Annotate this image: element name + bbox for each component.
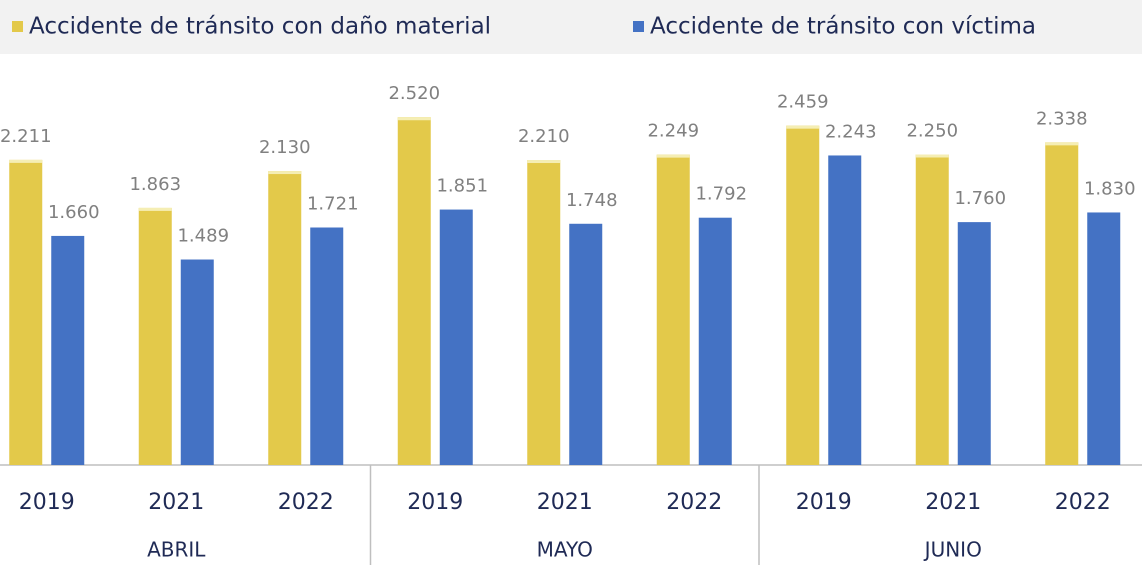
data-label: 2.210 (518, 126, 570, 147)
x-tick-label: 2021 (537, 490, 593, 515)
data-label: 2.250 (906, 121, 958, 142)
bar (9, 159, 43, 465)
bar (828, 155, 862, 465)
bar (786, 125, 820, 466)
bar (957, 222, 991, 465)
bar (656, 154, 690, 465)
data-label: 1.792 (695, 184, 747, 205)
x-tick-label: 2022 (278, 490, 334, 515)
legend-label: Accidente de tránsito con daño material (29, 14, 491, 40)
bar (397, 117, 431, 466)
bar (527, 160, 561, 465)
group-label: ABRIL (147, 538, 206, 562)
data-label: 1.863 (129, 174, 181, 195)
bar (1045, 142, 1079, 465)
x-tick-label: 2022 (666, 490, 722, 515)
bar (310, 227, 344, 465)
bar-highlight (9, 159, 43, 163)
bar-highlight (786, 125, 820, 129)
legend-background (0, 0, 1142, 54)
data-label: 2.520 (388, 83, 440, 104)
bar (268, 171, 302, 465)
data-label: 1.830 (1084, 178, 1136, 199)
data-label: 2.211 (0, 126, 52, 147)
data-label: 1.748 (566, 190, 618, 211)
legend-label: Accidente de tránsito con víctima (650, 14, 1036, 40)
data-label: 2.459 (777, 92, 829, 113)
data-label: 2.338 (1036, 108, 1088, 129)
data-label: 2.243 (825, 121, 877, 142)
x-tick-label: 2019 (796, 490, 852, 515)
data-label: 1.660 (48, 202, 100, 223)
data-label: 1.760 (954, 188, 1006, 209)
data-label: 2.249 (647, 121, 699, 142)
bar (698, 217, 732, 465)
bar-highlight (1045, 142, 1079, 146)
x-tick-label: 2021 (148, 490, 204, 515)
x-tick-label: 2022 (1055, 490, 1111, 515)
legend-swatch (633, 21, 644, 32)
bar (915, 154, 949, 465)
bar-highlight (915, 154, 949, 158)
bar-highlight (268, 171, 302, 175)
bar (439, 209, 473, 465)
data-label: 1.721 (307, 194, 359, 215)
bar-highlight (527, 160, 561, 164)
legend-swatch (12, 21, 23, 32)
bar (180, 259, 214, 465)
group-label: JUNIO (923, 538, 982, 562)
data-label: 2.130 (259, 137, 311, 158)
bar (569, 223, 603, 465)
data-label: 1.851 (436, 176, 488, 197)
bar-highlight (397, 117, 431, 121)
x-tick-label: 2019 (19, 490, 75, 515)
x-tick-label: 2021 (925, 490, 981, 515)
x-tick-label: 2019 (407, 490, 463, 515)
data-label: 1.489 (177, 226, 229, 247)
bar-highlight (656, 154, 690, 158)
group-label: MAYO (537, 538, 593, 562)
bar (51, 235, 85, 465)
bar-highlight (138, 207, 172, 211)
bar (138, 207, 172, 465)
bar (1087, 212, 1121, 465)
